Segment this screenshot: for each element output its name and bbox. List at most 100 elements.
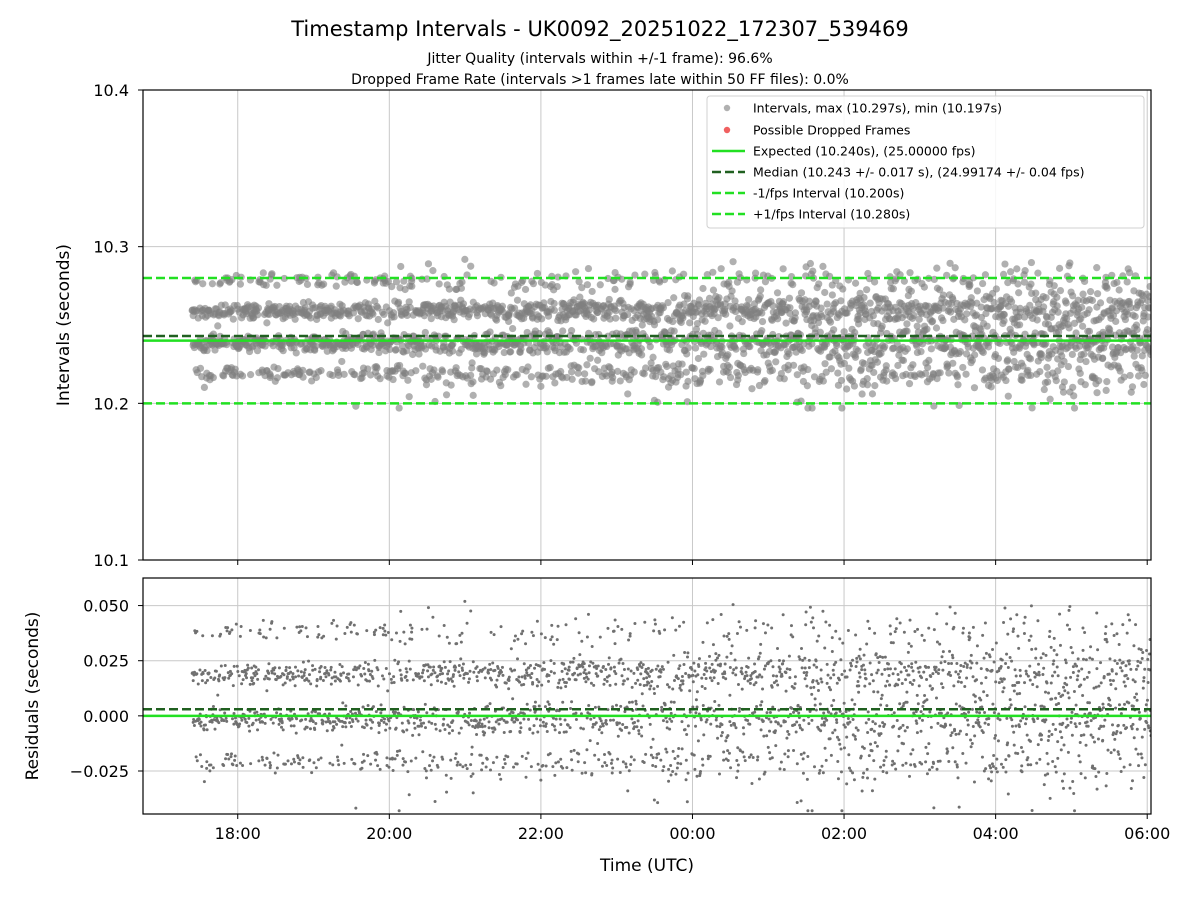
residual-point xyxy=(340,665,344,669)
interval-point xyxy=(468,359,476,367)
residual-point xyxy=(793,675,797,679)
residual-point xyxy=(893,630,897,634)
residual-point xyxy=(761,719,765,723)
residual-point xyxy=(366,662,370,666)
residual-point xyxy=(605,764,609,768)
residual-point xyxy=(748,722,752,726)
residual-point xyxy=(642,761,646,765)
residual-point xyxy=(448,660,452,664)
residual-point xyxy=(585,716,589,720)
residual-point xyxy=(423,726,427,730)
residual-point xyxy=(835,718,839,722)
residual-point xyxy=(347,679,351,683)
residual-point xyxy=(797,655,801,659)
interval-point xyxy=(307,314,315,322)
residual-point xyxy=(191,720,195,724)
residual-point xyxy=(827,685,831,689)
residual-point xyxy=(765,711,769,715)
interval-point xyxy=(845,364,853,372)
residual-point xyxy=(311,720,315,724)
interval-point xyxy=(596,281,604,289)
residual-point xyxy=(520,675,524,679)
residual-point xyxy=(622,679,626,683)
residual-point xyxy=(812,626,816,630)
interval-point xyxy=(868,390,877,398)
residual-point xyxy=(475,679,479,683)
residual-point xyxy=(449,677,453,681)
residual-point xyxy=(406,770,410,774)
residual-point xyxy=(600,764,604,768)
residual-point xyxy=(581,665,585,669)
residual-point xyxy=(544,724,548,728)
residual-point xyxy=(907,642,911,646)
residual-point xyxy=(700,685,704,689)
residual-point xyxy=(799,752,803,756)
interval-point xyxy=(640,370,648,378)
interval-point xyxy=(927,345,935,353)
residual-point xyxy=(906,650,910,654)
residual-point xyxy=(428,753,432,757)
residual-point xyxy=(704,661,708,665)
residual-point xyxy=(432,665,436,669)
residual-point xyxy=(335,755,339,759)
residual-point xyxy=(409,759,413,763)
residual-point xyxy=(838,637,842,641)
residual-point xyxy=(598,717,602,721)
residual-point xyxy=(873,722,877,726)
residual-point xyxy=(525,702,529,706)
interval-point xyxy=(680,270,688,278)
residual-point xyxy=(854,633,858,637)
residual-point xyxy=(643,620,647,624)
residual-point xyxy=(660,665,664,669)
interval-point xyxy=(786,309,794,318)
residual-point xyxy=(205,760,209,764)
residual-point xyxy=(621,682,625,686)
residual-point xyxy=(869,742,873,746)
residual-point xyxy=(823,646,827,650)
interval-point xyxy=(1065,324,1073,332)
residual-point xyxy=(432,755,436,759)
interval-point xyxy=(732,345,740,353)
residual-point xyxy=(399,609,403,613)
residual-point xyxy=(648,722,652,726)
residual-point xyxy=(470,752,474,756)
interval-point xyxy=(493,366,501,374)
residual-point xyxy=(531,731,535,735)
residual-point xyxy=(918,665,922,669)
residual-point xyxy=(773,729,777,733)
interval-point xyxy=(892,374,900,383)
residual-point xyxy=(362,667,366,671)
residual-point xyxy=(254,718,258,722)
interval-point xyxy=(611,285,619,293)
residual-point xyxy=(531,634,535,638)
residual-point xyxy=(714,718,718,722)
residual-point xyxy=(667,779,671,783)
residual-point xyxy=(710,662,714,666)
interval-point xyxy=(394,298,403,306)
interval-point xyxy=(583,361,591,369)
residual-point xyxy=(880,672,884,676)
interval-point xyxy=(804,365,812,374)
residual-point xyxy=(397,660,401,664)
residual-point xyxy=(749,753,753,757)
residual-point xyxy=(538,664,542,668)
interval-point xyxy=(896,271,904,279)
residual-point xyxy=(600,731,604,735)
residual-point xyxy=(779,760,783,764)
residual-point xyxy=(777,658,781,662)
residual-point xyxy=(547,674,551,678)
residual-point xyxy=(481,668,485,672)
residual-point xyxy=(691,680,695,684)
interval-point xyxy=(424,260,433,268)
residual-point xyxy=(527,673,531,677)
residual-point xyxy=(783,752,787,756)
residual-point xyxy=(267,662,271,666)
interval-point xyxy=(637,345,646,353)
residual-point xyxy=(925,698,929,702)
interval-point xyxy=(683,350,691,358)
residual-point xyxy=(374,758,378,762)
residual-point xyxy=(734,666,738,670)
residual-point xyxy=(719,734,723,738)
residual-point xyxy=(567,668,571,672)
residual-point xyxy=(870,727,874,731)
